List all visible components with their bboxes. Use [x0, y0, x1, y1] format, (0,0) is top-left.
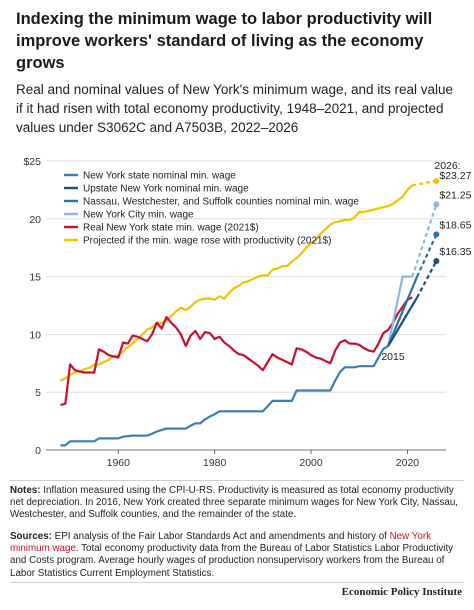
series-line [60, 345, 389, 447]
annotation-2026: 2026: [434, 160, 460, 172]
chart-subtitle: Real and nominal values of New York's mi… [16, 82, 454, 135]
chart-title: Indexing the minimum wage to labor produ… [16, 10, 433, 72]
sources-label: Sources: [10, 531, 52, 542]
legend-entry: New York state nominal min. wage [83, 171, 236, 182]
series-line [387, 275, 413, 347]
sources-text-before: EPI analysis of the Fair Labor Standards… [54, 531, 390, 542]
y-tick-label: $25 [23, 156, 41, 168]
legend: New York state nominal min. wage Upstate … [64, 171, 359, 247]
footer-divider [10, 582, 464, 583]
projection-line [411, 203, 438, 277]
projection-line [416, 260, 438, 298]
series-line [387, 296, 419, 347]
sources-link[interactable]: New York minimum wage [10, 531, 431, 555]
projection-endpoint [433, 257, 440, 264]
y-tick-label: 0 [35, 445, 41, 457]
projection-line [412, 179, 437, 187]
legend-entry: Real New York state min. wage (2021$) [83, 223, 259, 234]
x-tick-label: 1980 [203, 457, 227, 469]
legend-entry: Projected if the min. wage rose with pro… [83, 236, 331, 247]
series-line [387, 276, 419, 347]
epi-logo-text: Economic Policy Institute [341, 586, 462, 598]
projection-value-label: $21.25 [439, 189, 471, 201]
projection-line [416, 233, 438, 278]
annotations: 2026: 2015 [381, 160, 460, 363]
legend-entry: New York City min. wage [83, 210, 194, 221]
sources-text-after: . Total economy productivity data from t… [10, 543, 454, 579]
series-line [60, 296, 413, 406]
projection-lines: $23.27 $21.25 $18.65 $16.35 [411, 170, 472, 298]
axes: 0 5 10 15 20 $25 1960 1980 2000 2020 [23, 156, 446, 469]
x-tick-label: 2020 [396, 457, 420, 469]
projection-value-label: $16.35 [439, 246, 471, 258]
sources: Sources: EPI analysis of the Fair Labor … [10, 531, 460, 580]
annotation-2015: 2015 [381, 351, 405, 363]
projection-value-label: $23.27 [439, 170, 471, 182]
y-tick-label: 20 [29, 214, 41, 226]
y-tick-label: 15 [29, 272, 41, 284]
x-tick-label: 1960 [107, 457, 131, 469]
projection-endpoint [433, 177, 440, 184]
notes: Notes: Inflation measured using the CPI-… [10, 485, 460, 522]
y-tick-label: 10 [29, 329, 41, 341]
notes-label: Notes: [10, 485, 41, 496]
projection-endpoint [433, 231, 440, 238]
legend-entry: Upstate New York nominal min. wage [83, 184, 249, 195]
projection-endpoint [433, 201, 440, 208]
notes-text: Inflation measured using the CPI-U-RS. P… [10, 485, 458, 521]
grid-lines [46, 160, 446, 393]
legend-entry: Nassau, Westchester, and Suffolk countie… [83, 197, 359, 208]
line-chart: 0 5 10 15 20 $25 1960 1980 2000 2020 $23.27 $21.25… [23, 156, 472, 469]
notes-divider [10, 480, 464, 481]
series-lines [60, 184, 419, 447]
y-tick-label: 5 [35, 387, 41, 399]
x-tick-label: 2000 [299, 457, 323, 469]
projection-value-label: $18.65 [439, 219, 471, 231]
